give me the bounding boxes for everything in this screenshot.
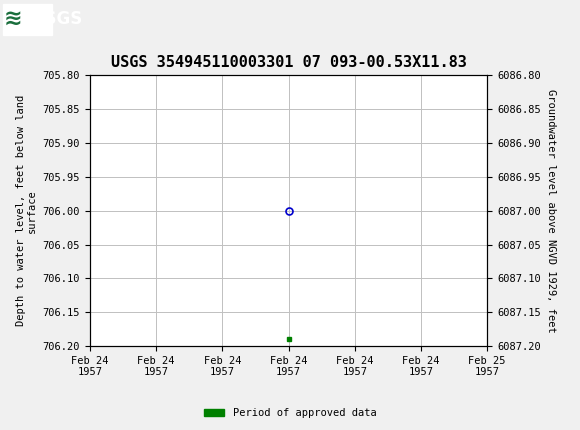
FancyBboxPatch shape (3, 4, 52, 35)
Legend: Period of approved data: Period of approved data (200, 404, 380, 423)
Title: USGS 354945110003301 07 093-00.53X11.83: USGS 354945110003301 07 093-00.53X11.83 (111, 55, 466, 70)
Y-axis label: Depth to water level, feet below land
surface: Depth to water level, feet below land su… (16, 95, 37, 326)
Y-axis label: Groundwater level above NGVD 1929, feet: Groundwater level above NGVD 1929, feet (546, 89, 556, 332)
Text: ≋: ≋ (4, 9, 23, 28)
Text: USGS: USGS (32, 9, 83, 28)
